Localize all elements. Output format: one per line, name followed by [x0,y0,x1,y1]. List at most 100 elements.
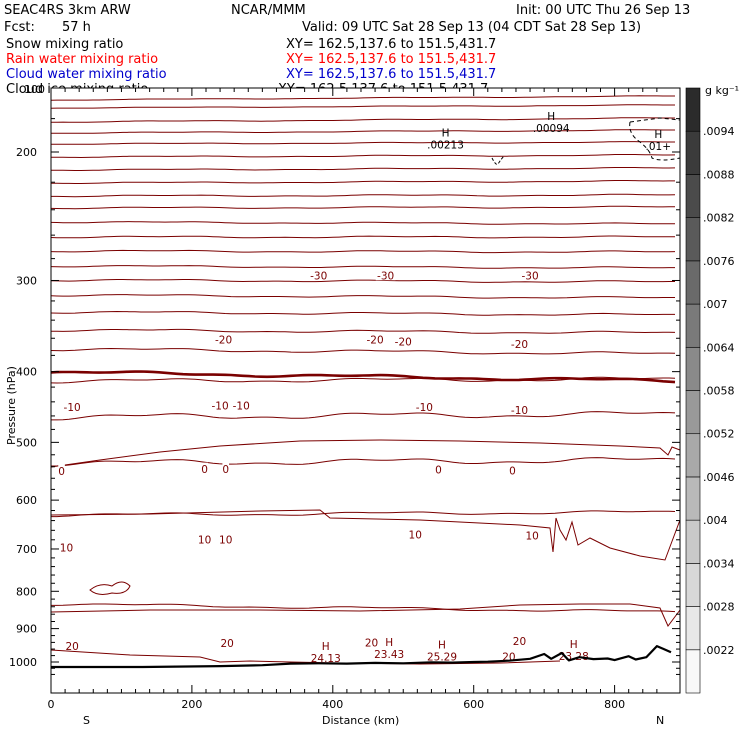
colorbar-bin [685,563,701,607]
colorbar-bin [685,130,701,175]
contour-label: -10 [511,405,528,417]
contour-line [50,439,681,468]
contour-label-bg [210,399,230,411]
contour-label: 20 [220,638,233,650]
contour-labels: -77.42-77.84-76.98-75.99-75.14-30-30-30-… [58,269,540,664]
terrain-profile [51,645,672,669]
colorbar-bin [685,303,701,348]
high-marker-value: .00213 [427,140,464,152]
colorbar-bin [685,649,701,694]
colorbar-tick-label: .0082 [703,212,735,225]
colorbar-bin [685,87,701,132]
contour-label-bg [197,532,212,544]
field-xy-cloud-water: XY= 162.5,137.6 to 151.5,431.7 [286,67,496,82]
contour-label: -30 [310,271,327,283]
field-xy-rain: XY= 162.5,137.6 to 151.5,431.7 [286,52,496,67]
field-name-snow: Snow mixing ratio [6,37,123,52]
colorbar-tick-label: .0094 [703,125,735,138]
contour-line [50,249,676,254]
contour-label: -20 [215,335,232,347]
contour-label: 0 [509,465,516,477]
field-xy-snow: XY= 162.5,137.6 to 151.5,431.7 [286,37,496,52]
contour-label: 10 [219,534,232,546]
contour-line [51,167,676,171]
contour-label: -20 [511,339,528,351]
contour-label-bg [525,529,539,541]
contour-label: 0 [435,465,442,477]
contour-label-bg [393,334,414,346]
model-title: SEAC4RS 3km ARW [4,3,131,18]
colorbar-bin [685,217,701,262]
y-axis-title: Pressure (hPa) [5,366,18,445]
x-label-north: N [656,714,664,727]
init-time: Init: 00 UTC Thu 26 Sep 13 [516,3,690,18]
high-markers: H.00213H.00094H.01+H24.13H23.43H25.29H23… [311,111,671,665]
contour-label: 20 [365,638,378,650]
y-tick-label: 900 [16,623,37,636]
field-name-cloud-water: Cloud water mixing ratio [6,67,167,82]
colorbar-bin [685,260,701,305]
contour-label: 10 [525,531,538,543]
contour-line [50,509,681,561]
y-tick-label: 800 [16,585,37,598]
contour-line [50,603,681,627]
x-label-south: S [83,714,90,727]
colorbar-tick-label: .0088 [703,168,735,181]
fcst-label: Fcst: [4,20,35,35]
contour-label: 10 [409,530,422,542]
contour-label-bg [59,541,74,553]
contour-label: -30 [521,271,538,283]
contour-line [51,180,675,184]
y-tick-label: 300 [16,274,37,287]
center-label: NCAR/MMM [231,3,306,18]
contour-line [50,457,676,467]
contour-label: -20 [366,335,383,347]
contour-line [50,205,675,210]
colorbar-bin [685,346,701,391]
high-marker-value: 23.28 [559,651,589,663]
valid-time: Valid: 09 UTC Sat 28 Sep 13 (04 CDT Sat … [302,20,641,35]
contour-label: -10 [233,401,250,413]
contour-label-bg [231,399,252,411]
colorbar-tick-label: .007 [703,298,728,311]
contour-label: -20 [395,336,412,348]
contour-label: 0 [222,464,229,476]
y-top-tick: 100 [24,83,45,96]
ice-mixing-contour [629,117,681,123]
contour-label-bg [201,462,208,474]
freezing-level-line [50,370,676,384]
x-tick-label: 600 [463,698,484,711]
colorbar-bin [685,476,701,521]
colorbar-unit: g kg⁻¹ [705,84,739,97]
contour-lines [50,95,681,665]
high-marker-value: .01+ [646,141,672,153]
contour-label: -10 [64,402,81,414]
contour-label-bg [365,333,385,345]
contour-label-bg [65,639,79,651]
contour-label: 10 [60,543,73,555]
high-marker-letter: H [570,639,578,651]
high-marker-value: 24.13 [311,653,341,665]
y-tick-label: 200 [16,146,37,159]
contour-label: 0 [58,466,65,478]
terrain-line [51,645,672,669]
high-marker-value: 23.43 [374,649,404,661]
high-marker-letter: H [547,111,555,123]
y-tick-label: 500 [16,436,37,449]
x-axis-title: Distance (km) [322,714,399,727]
contour-line [51,411,676,421]
fcst-value: 57 h [62,20,91,35]
colorbar-tick-label: .0076 [703,255,735,268]
high-marker-letter: H [654,129,662,141]
colorbar-bin [685,519,701,564]
contour-line [50,279,675,283]
colorbar-bin [685,433,701,478]
colorbar-bin [685,390,701,435]
contour-line [50,310,675,316]
contour-label: 20 [65,641,78,653]
contour-label-bg [222,462,230,474]
contour-line [51,154,676,159]
contour-label-bg [414,400,435,412]
